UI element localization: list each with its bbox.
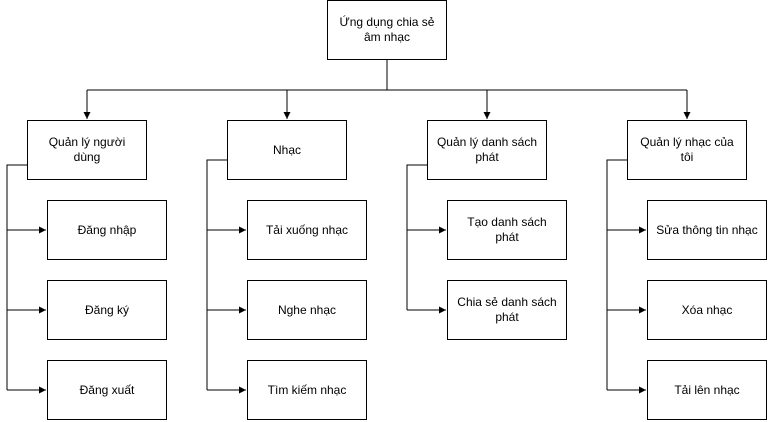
item-node-label: Nghe nhạc [277, 302, 337, 317]
module-node-music[interactable]: Nhạc [227, 120, 347, 180]
item-node-register[interactable]: Đăng ký [47, 280, 167, 340]
item-node-label: Sửa thông tin nhạc [656, 222, 758, 237]
item-node-label: Đăng xuất [79, 382, 135, 397]
root-node[interactable]: Ứng dụng chia sẻ âm nhạc [327, 0, 447, 60]
item-node-label: Tải lên nhạc [674, 382, 740, 397]
item-node-upload-music[interactable]: Tải lên nhạc [647, 360, 767, 420]
connector-module-4-trunk [606, 159, 627, 390]
connector-module-2-trunk [206, 159, 227, 390]
item-node-edit-music-info[interactable]: Sửa thông tin nhạc [647, 200, 767, 260]
module-node-label: Quản lý nhạc của tôi [640, 135, 734, 164]
module-node-playlist-management[interactable]: Quản lý danh sách phát [427, 120, 547, 180]
item-node-share-playlist[interactable]: Chia sẻ danh sách phát [447, 280, 567, 340]
item-node-search-music[interactable]: Tìm kiếm nhạc [247, 360, 367, 420]
item-node-label: Đăng nhập [77, 222, 137, 237]
item-node-login[interactable]: Đăng nhập [47, 200, 167, 260]
module-node-my-music[interactable]: Quản lý nhạc của tôi [627, 120, 747, 180]
module-node-label: Quản lý người dùng [48, 135, 126, 164]
connector-module-1-trunk [6, 164, 27, 390]
item-node-label: Đăng ký [84, 302, 130, 317]
item-node-download-music[interactable]: Tải xuống nhạc [247, 200, 367, 260]
item-node-logout[interactable]: Đăng xuất [47, 360, 167, 420]
item-node-delete-music[interactable]: Xóa nhạc [647, 280, 767, 340]
item-node-label: Tạo danh sách phát [467, 215, 547, 244]
item-node-label: Chia sẻ danh sách phát [457, 295, 557, 324]
module-node-label: Quản lý danh sách phát [436, 135, 538, 164]
item-node-label: Tải xuống nhạc [265, 222, 349, 237]
item-node-listen-music[interactable]: Nghe nhạc [247, 280, 367, 340]
module-node-user-management[interactable]: Quản lý người dùng [27, 120, 147, 180]
module-node-label: Nhạc [272, 142, 301, 157]
item-node-create-playlist[interactable]: Tạo danh sách phát [447, 200, 567, 260]
item-node-label: Tìm kiếm nhạc [267, 382, 347, 397]
item-node-label: Xóa nhạc [681, 302, 733, 317]
root-node-label: Ứng dụng chia sẻ âm nhạc [339, 15, 435, 44]
connector-module-3-trunk [406, 164, 427, 310]
